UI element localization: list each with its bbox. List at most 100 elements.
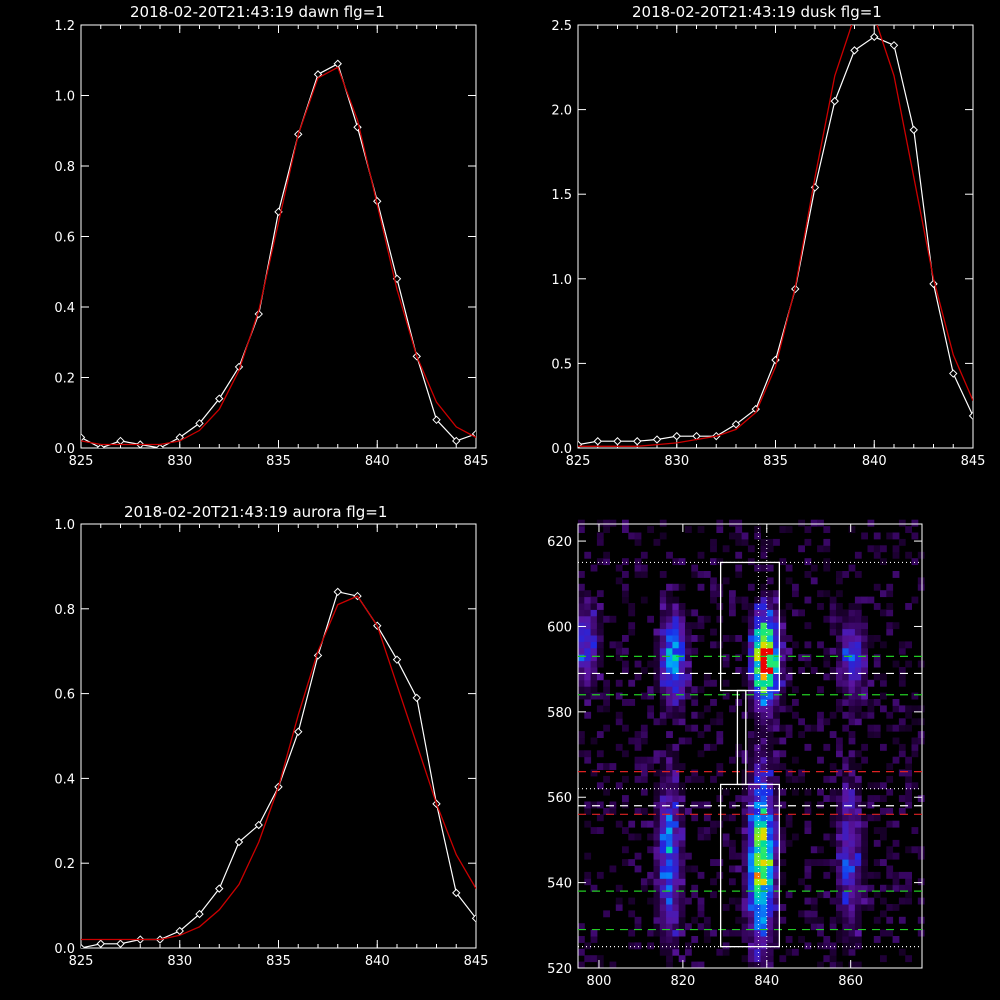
heatmap-cell [741, 904, 749, 911]
heatmap-cell [773, 871, 780, 879]
heatmap-cell [584, 628, 592, 636]
heatmap-cell [691, 724, 699, 732]
heatmap-cell [854, 718, 862, 726]
heatmap-cell [760, 820, 768, 828]
heatmap-cell [898, 807, 906, 815]
heatmap-cell [842, 647, 850, 655]
heatmap-cell [672, 788, 680, 796]
x-tick-label: 840 [862, 454, 887, 469]
heatmap-cell [678, 679, 686, 687]
heatmap-cell [710, 628, 717, 636]
heatmap-cell [634, 564, 642, 572]
heatmap-cell [678, 603, 686, 610]
heatmap-cell [779, 667, 787, 674]
heatmap-cell [710, 596, 717, 604]
heatmap-cell [848, 923, 856, 931]
heatmap-cell [590, 929, 598, 937]
heatmap-cell [697, 801, 705, 809]
heatmap-cell [672, 916, 680, 924]
heatmap-cell [584, 647, 592, 655]
heatmap-cell [848, 667, 856, 674]
heatmap-cell [823, 942, 831, 950]
heatmap-cell [842, 635, 850, 642]
heatmap-cell [848, 891, 856, 899]
heatmap-cell [886, 884, 894, 892]
plot-area [578, 25, 973, 448]
heatmap-cell [691, 686, 699, 694]
heatmap-cell [729, 897, 736, 905]
heatmap-cell [666, 814, 673, 822]
heatmap-cell [659, 859, 667, 866]
heatmap-cell [634, 673, 642, 681]
heatmap-cell [792, 788, 799, 796]
heatmap-cell [754, 859, 761, 866]
y-tick-label: 580 [547, 706, 572, 721]
heatmap-cell [710, 891, 717, 899]
heatmap-cell [653, 827, 661, 834]
heatmap-cell [722, 577, 730, 585]
data-point-diamond [254, 820, 263, 830]
heatmap-cell [735, 699, 743, 706]
heatmap-cell [911, 846, 919, 854]
heatmap-cell [735, 904, 743, 911]
heatmap-cell [792, 711, 799, 719]
heatmap-cell [823, 545, 831, 553]
heatmap-cell [622, 558, 629, 566]
heatmap-cell [760, 724, 768, 732]
heatmap-cell [766, 833, 774, 841]
heatmap-cell [659, 948, 667, 956]
heatmap-cell [754, 763, 761, 770]
heatmap-cell [766, 635, 774, 642]
heatmap-cell [754, 705, 761, 713]
heatmap-cell [842, 833, 850, 841]
heatmap-cell [697, 731, 705, 738]
heatmap-cell [854, 795, 862, 802]
heatmap-cell [785, 679, 793, 687]
heatmap-cell [596, 622, 604, 630]
heatmap-cell [659, 756, 667, 764]
heatmap-cell [766, 961, 774, 969]
heatmap-cell [754, 923, 761, 931]
heatmap-cell [773, 635, 780, 642]
heatmap-cell [779, 833, 787, 841]
heatmap-cell [747, 756, 755, 764]
heatmap-cell [861, 871, 868, 879]
heatmap-cell [735, 827, 743, 834]
heatmap-cell [861, 660, 868, 668]
x-tick-label: 840 [754, 974, 779, 989]
heatmap-cell [747, 641, 755, 649]
heatmap-cell [842, 782, 850, 790]
heatmap-cell [584, 871, 592, 879]
heatmap-cell [873, 654, 881, 662]
heatmap-cell [634, 916, 642, 924]
y-tick-label: 600 [547, 620, 572, 635]
heatmap-cell [647, 878, 654, 886]
heatmap-cell [691, 769, 699, 777]
heatmap-cell [672, 647, 680, 655]
heatmap-cell [842, 699, 850, 706]
heatmap-cell [766, 667, 774, 674]
heatmap-cell [766, 923, 774, 931]
heatmap-cell [773, 820, 780, 828]
heatmap-cell [678, 788, 686, 796]
heatmap-cell [634, 731, 642, 738]
heatmap-cell [804, 743, 812, 751]
heatmap-cell [779, 705, 787, 713]
heatmap-cell [659, 846, 667, 854]
heatmap-cell [653, 647, 661, 655]
heatmap-cell [785, 564, 793, 572]
heatmap-cell [861, 673, 868, 681]
heatmap-cell [848, 609, 856, 617]
heatmap-cell [666, 871, 673, 879]
heatmap-cell [659, 679, 667, 687]
heatmap-cell [880, 609, 887, 617]
heatmap-cell [880, 955, 887, 963]
heatmap-cell [622, 596, 629, 604]
heatmap-cell [666, 807, 673, 815]
heatmap-cell [703, 929, 711, 937]
heatmap-cell [905, 660, 912, 668]
heatmap-cell [697, 775, 705, 783]
heatmap-cell [892, 904, 900, 911]
heatmap-cell [666, 923, 673, 931]
heatmap-cell [873, 603, 881, 610]
